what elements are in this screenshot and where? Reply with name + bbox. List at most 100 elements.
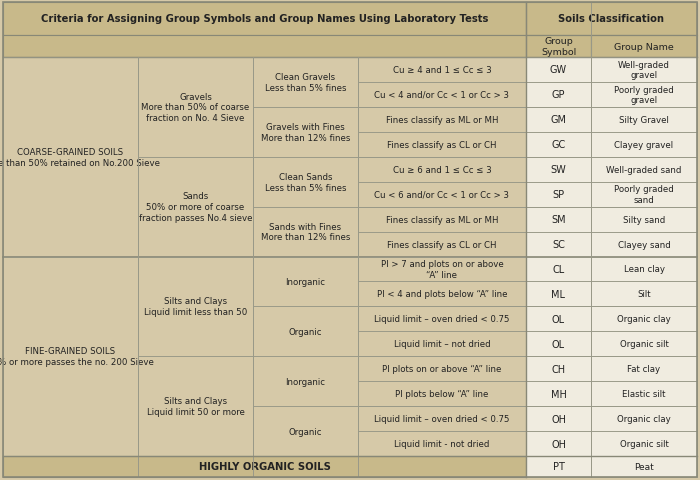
Bar <box>358 357 526 382</box>
Bar <box>591 58 697 83</box>
Bar <box>138 58 253 157</box>
Text: Cu ≥ 6 and 1 ≤ Cc ≤ 3: Cu ≥ 6 and 1 ≤ Cc ≤ 3 <box>393 166 491 174</box>
Bar <box>253 357 358 406</box>
Text: PI < 4 and plots below “A” line: PI < 4 and plots below “A” line <box>377 290 508 299</box>
Text: SP: SP <box>552 190 565 200</box>
Text: Inorganic: Inorganic <box>286 277 326 287</box>
Bar <box>358 382 526 406</box>
Text: Fines classify as ML or MH: Fines classify as ML or MH <box>386 215 498 224</box>
Text: Fat clay: Fat clay <box>627 364 661 373</box>
Text: Organic silt: Organic silt <box>620 439 668 448</box>
Bar <box>358 58 526 83</box>
Text: Liquid limit - not dried: Liquid limit - not dried <box>394 439 490 448</box>
Text: OH: OH <box>551 414 566 424</box>
Bar <box>526 456 591 477</box>
Text: Gravels
More than 50% of coarse
fraction on No. 4 Sieve: Gravels More than 50% of coarse fraction… <box>141 93 250 123</box>
Bar <box>526 307 591 332</box>
Bar <box>253 207 358 257</box>
Bar <box>358 431 526 456</box>
Text: Organic: Organic <box>288 327 322 336</box>
Text: OL: OL <box>552 314 565 324</box>
Text: GC: GC <box>552 140 566 150</box>
Bar <box>526 58 591 83</box>
Bar <box>253 58 358 108</box>
Bar <box>526 207 591 232</box>
Bar <box>591 108 697 132</box>
Text: Cu ≥ 4 and 1 ≤ Cc ≤ 3: Cu ≥ 4 and 1 ≤ Cc ≤ 3 <box>393 66 491 75</box>
Text: OH: OH <box>551 439 566 449</box>
Text: Clean Gravels
Less than 5% fines: Clean Gravels Less than 5% fines <box>265 73 346 93</box>
Bar <box>253 157 358 207</box>
Bar <box>526 182 591 207</box>
Text: Organic clay: Organic clay <box>617 315 671 324</box>
Bar <box>591 157 697 182</box>
Text: Clean Sands
Less than 5% fines: Clean Sands Less than 5% fines <box>265 172 346 192</box>
Bar <box>358 83 526 108</box>
Text: PT: PT <box>552 462 564 471</box>
Bar <box>358 232 526 257</box>
Text: Gravels with Fines
More than 12% fines: Gravels with Fines More than 12% fines <box>261 123 350 143</box>
Bar <box>526 406 591 431</box>
Text: Group
Symbol: Group Symbol <box>541 37 576 57</box>
Bar <box>526 257 591 282</box>
Bar <box>591 207 697 232</box>
Text: Liquid limit – oven dried < 0.75: Liquid limit – oven dried < 0.75 <box>374 414 510 423</box>
Text: Fines classify as CL or CH: Fines classify as CL or CH <box>387 240 497 249</box>
Bar <box>358 157 526 182</box>
Text: Liquid limit – oven dried < 0.75: Liquid limit – oven dried < 0.75 <box>374 315 510 324</box>
Bar <box>591 332 697 357</box>
Text: Silts and Clays
Liquid limit 50 or more: Silts and Clays Liquid limit 50 or more <box>146 396 244 416</box>
Bar <box>253 257 358 307</box>
Bar <box>138 257 253 357</box>
Bar <box>253 406 358 456</box>
Bar <box>526 83 591 108</box>
Text: Group Name: Group Name <box>614 42 674 51</box>
Text: Poorly graded
sand: Poorly graded sand <box>614 185 674 204</box>
Text: Organic clay: Organic clay <box>617 414 671 423</box>
Bar <box>591 83 697 108</box>
Bar <box>358 282 526 307</box>
Text: Peat: Peat <box>634 462 654 471</box>
Bar <box>358 307 526 332</box>
Text: Sands with Fines
More than 12% fines: Sands with Fines More than 12% fines <box>261 222 350 242</box>
Text: Cu < 6 and/or Cc < 1 or Cc > 3: Cu < 6 and/or Cc < 1 or Cc > 3 <box>374 190 510 199</box>
Bar <box>358 132 526 157</box>
Text: Silty sand: Silty sand <box>623 215 665 224</box>
Bar <box>591 307 697 332</box>
Bar <box>526 332 591 357</box>
Text: PI plots on or above “A” line: PI plots on or above “A” line <box>382 364 502 373</box>
Bar <box>3 257 138 456</box>
Bar <box>526 157 591 182</box>
Bar <box>591 257 697 282</box>
Bar <box>526 357 591 382</box>
Text: PI plots below “A” line: PI plots below “A” line <box>395 389 489 398</box>
Text: Liquid limit – not dried: Liquid limit – not dried <box>393 339 490 348</box>
Bar <box>358 182 526 207</box>
Bar <box>591 182 697 207</box>
Text: OL: OL <box>552 339 565 349</box>
Bar <box>591 406 697 431</box>
Text: SC: SC <box>552 240 565 250</box>
Bar <box>3 58 138 257</box>
Bar <box>526 232 591 257</box>
Text: CL: CL <box>552 264 565 275</box>
Text: Organic silt: Organic silt <box>620 339 668 348</box>
Text: SM: SM <box>551 215 566 225</box>
Text: Criteria for Assigning Group Symbols and Group Names Using Laboratory Tests: Criteria for Assigning Group Symbols and… <box>41 14 488 24</box>
Bar <box>591 132 697 157</box>
Bar <box>526 108 591 132</box>
Text: GM: GM <box>550 115 566 125</box>
Bar <box>3 456 526 477</box>
Bar <box>591 282 697 307</box>
Text: GW: GW <box>550 65 567 75</box>
Text: Silts and Clays
Liquid limit less than 50: Silts and Clays Liquid limit less than 5… <box>144 297 247 317</box>
Text: Well-graded sand: Well-graded sand <box>606 166 682 174</box>
Text: Fines classify as ML or MH: Fines classify as ML or MH <box>386 116 498 125</box>
Bar <box>591 382 697 406</box>
Text: PI > 7 and plots on or above
“A” line: PI > 7 and plots on or above “A” line <box>381 260 503 279</box>
Bar <box>526 382 591 406</box>
Bar <box>526 132 591 157</box>
Bar <box>358 406 526 431</box>
Bar <box>526 282 591 307</box>
Bar <box>358 207 526 232</box>
